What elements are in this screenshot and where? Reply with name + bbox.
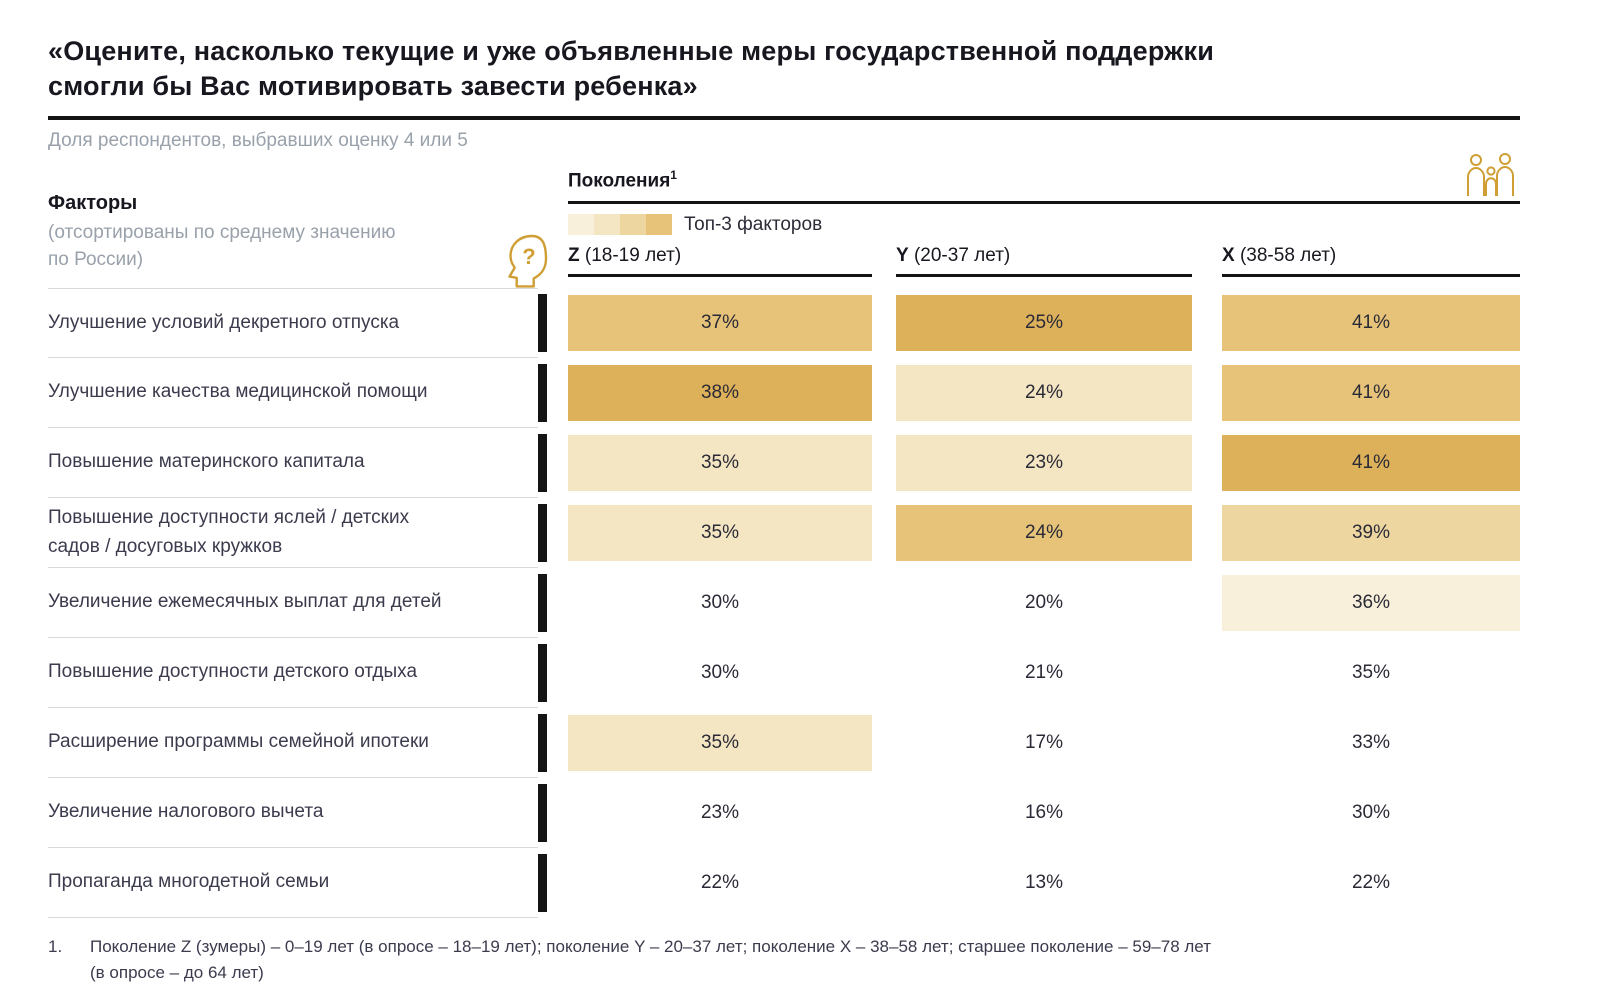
column-headers: Z (18-19 лет) Y (20-37 лет) X (38-58 лет… [568, 245, 1520, 277]
factor-label: Улучшение условий декретного отпуска [48, 288, 538, 359]
legend-swatch [594, 214, 620, 236]
value-cell-z: 30% [700, 592, 740, 614]
value-cell-z: 38% [568, 365, 872, 422]
footnote-marker: 1. [48, 937, 63, 957]
value-cell-z: 35% [568, 505, 872, 562]
row-accent-bar [538, 288, 568, 358]
value-cell-y: 24% [896, 365, 1192, 422]
row-accent-bar [538, 708, 568, 778]
value-cell-z: 30% [700, 662, 740, 684]
factor-label: Пропаганда многодетной семьи [48, 848, 538, 919]
factor-label: Расширение программы семейной ипотеки [48, 708, 538, 779]
svg-text:?: ? [522, 244, 535, 269]
value-cell-x: 41% [1222, 365, 1520, 422]
value-cell-z: 35% [568, 715, 872, 772]
value-cell-z: 23% [700, 802, 740, 824]
page-subtitle: Доля респондентов, выбравших оценку 4 ил… [48, 130, 468, 152]
legend-label: Топ-3 факторов [684, 213, 823, 235]
value-cell-y: 20% [1024, 592, 1064, 614]
family-icon [1464, 152, 1520, 203]
column-header-x: X (38-58 лет) [1222, 245, 1520, 277]
column-letter: Y [896, 244, 909, 266]
table-row: Улучшение качества медицинской помощи 38… [48, 358, 1520, 429]
value-cell-z: 22% [700, 872, 740, 894]
footnote: 1. Поколение Z (зумеры) – 0–19 лет (в оп… [48, 934, 1520, 985]
value-cell-y: 17% [1024, 732, 1064, 754]
column-age-range: (20-37 лет) [908, 244, 1011, 266]
table-row: Увеличение ежемесячных выплат для детей … [48, 568, 1520, 639]
legend: Топ-3 факторов [568, 214, 1520, 236]
factor-label: Улучшение качества медицинской помощи [48, 358, 538, 429]
table-row: Увеличение налогового вычета 23% 16% 30% [48, 778, 1520, 849]
value-cell-y: 25% [896, 295, 1192, 352]
value-cell-y: 24% [896, 505, 1192, 562]
column-age-range: (18-19 лет) [579, 244, 682, 266]
generations-header: Поколения1 Топ-3 факторов Z (18-19 лет) … [568, 153, 1520, 288]
generations-title: Поколения1 [568, 168, 1520, 192]
factor-label: Увеличение ежемесячных выплат для детей [48, 568, 538, 639]
table-row: Расширение программы семейной ипотеки 35… [48, 708, 1520, 779]
title-line-1: «Оцените, насколько текущие и уже объявл… [48, 36, 1215, 66]
column-letter: Z [568, 244, 580, 266]
factors-title: Факторы [48, 192, 138, 215]
row-accent-bar [538, 428, 568, 498]
column-header-y: Y (20-37 лет) [896, 245, 1192, 277]
factor-label: Повышение доступности яслей / детских са… [48, 498, 538, 569]
page-title: «Оцените, насколько текущие и уже объявл… [48, 34, 1520, 104]
column-letter: X [1222, 244, 1235, 266]
table-row: Повышение доступности детского отдыха 30… [48, 638, 1520, 709]
value-cell-x: 35% [1351, 662, 1391, 684]
table-row: Повышение материнского капитала 35% 23% … [48, 428, 1520, 499]
legend-swatch [620, 214, 646, 236]
value-cell-y: 23% [896, 435, 1192, 492]
row-accent-bar [538, 358, 568, 428]
value-cell-x: 33% [1351, 732, 1391, 754]
row-accent-bar [538, 778, 568, 848]
value-cell-y: 16% [1024, 802, 1064, 824]
footnote-text: Поколение Z (зумеры) – 0–19 лет (в опрос… [90, 934, 1211, 985]
title-divider [48, 116, 1520, 121]
legend-swatch [646, 214, 672, 236]
value-cell-y: 13% [1024, 872, 1064, 894]
row-accent-bar [538, 498, 568, 568]
legend-swatch [568, 214, 594, 236]
factors-sort-note: (отсортированы по среднему значению по Р… [48, 222, 396, 271]
value-cell-x: 39% [1222, 505, 1520, 562]
factor-label: Повышение доступности детского отдыха [48, 638, 538, 709]
row-accent-bar [538, 848, 568, 918]
row-accent-bar [538, 638, 568, 708]
value-cell-x: 36% [1222, 575, 1520, 632]
footnote-line-1: Поколение Z (зумеры) – 0–19 лет (в опрос… [90, 937, 1211, 957]
column-age-range: (38-58 лет) [1234, 244, 1337, 266]
value-cell-z: 35% [568, 435, 872, 492]
value-cell-x: 41% [1222, 295, 1520, 352]
value-cell-x: 22% [1351, 872, 1391, 894]
factor-label: Повышение материнского капитала [48, 428, 538, 499]
factors-table: Улучшение условий декретного отпуска 37%… [48, 288, 1520, 919]
table-header-band: Факторы (отсортированы по среднему значе… [48, 153, 1520, 288]
generations-footnote-ref: 1 [670, 168, 677, 183]
title-line-2: смогли бы Вас мотивировать завести ребен… [48, 71, 698, 102]
value-cell-x: 41% [1222, 435, 1520, 492]
value-cell-z: 37% [568, 295, 872, 352]
generations-divider [568, 200, 1520, 204]
table-row: Улучшение условий декретного отпуска 37%… [48, 288, 1520, 359]
factor-label: Увеличение налогового вычета [48, 778, 538, 849]
row-accent-bar [538, 568, 568, 638]
footnote-line-2: (в опросе – до 64 лет) [90, 962, 264, 982]
table-row: Пропаганда многодетной семьи 22% 13% 22% [48, 848, 1520, 919]
generations-title-text: Поколения [568, 170, 671, 192]
table-row: Повышение доступности яслей / детских са… [48, 498, 1520, 569]
head-question-icon: ? [502, 231, 554, 298]
value-cell-x: 30% [1351, 802, 1391, 824]
value-cell-y: 21% [1024, 662, 1064, 684]
column-header-z: Z (18-19 лет) [568, 245, 872, 277]
factors-header: Факторы (отсортированы по среднему значе… [48, 168, 568, 288]
